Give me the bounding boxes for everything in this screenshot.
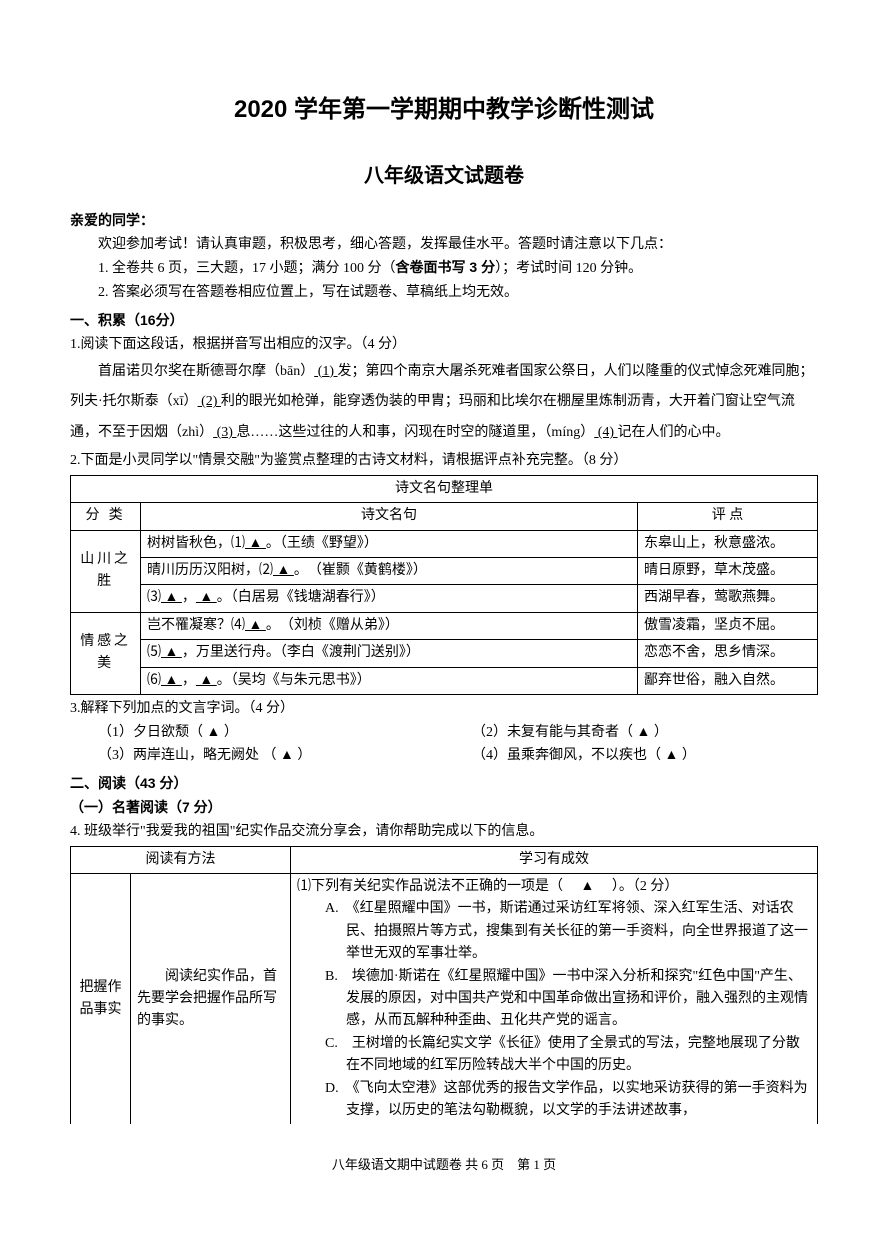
q2-stem: 2.下面是小灵同学以"情景交融"为鉴赏点整理的古诗文材料，请根据评点补充完整。（… — [70, 449, 818, 473]
t2-opt-c: C. 王树增的长篇纪实文学《长征》使用了全景式的写法，完整地展现了分散在不同地域… — [318, 1033, 811, 1078]
section-1-header: 一、积累（16分） — [70, 309, 818, 333]
r2-comment: 晴日原野，草木茂盛。 — [638, 557, 818, 584]
q3-2: （2）未复有能与其奇者（ ▲ ） — [444, 721, 818, 745]
q1-paragraph: 首届诺贝尔奖在斯德哥尔摩（bān） (1) 发；第四个南京大屠杀死难者国家公祭日… — [70, 357, 818, 449]
r4b: 。 （刘桢《赠从弟》） — [266, 618, 399, 633]
r2-blank: ▲ — [273, 563, 294, 578]
q3-row1: （1）夕日欲颓（ ▲ ） （2）未复有能与其奇者（ ▲ ） — [70, 721, 818, 745]
q1-blank-4: (4) — [594, 425, 617, 440]
greeting-line: 欢迎参加考试！请认真审题，积极思考，细心答题，发挥最佳水平。答题时请注意以下几点… — [70, 233, 818, 257]
t2-method: 把握作品事实 — [71, 874, 131, 1125]
table1-h3: 评 点 — [638, 503, 818, 530]
r2b: 。 （崔颢《黄鹤楼》） — [294, 563, 427, 578]
r4-blank: ▲ — [245, 618, 266, 633]
r5-blank: ▲ — [161, 645, 182, 660]
t2-h1: 阅读有方法 — [71, 846, 291, 873]
q1-text-d: 息……这些过往的人和事，闪现在时空的隧道里，（míng） — [236, 425, 594, 440]
r4a: 岂不罹凝寒？⑷ — [147, 618, 245, 633]
r1b: 。（王绩《野望》） — [266, 536, 378, 551]
q4-stem: 4. 班级举行"我爱我的祖国"纪实作品交流分享会，请你帮助完成以下的信息。 — [70, 820, 818, 844]
table1-row4-poem: 岂不罹凝寒？⑷ ▲ 。 （刘桢《赠从弟》） — [141, 612, 638, 639]
note-1: 1. 全卷共 6 页，三大题，17 小题；满分 100 分（含卷面书写 3 分）… — [70, 256, 818, 281]
table1-row1-poem: 树树皆秋色，⑴ ▲ 。（王绩《野望》） — [141, 530, 638, 557]
q1-text-e: 记在人们的心中。 — [618, 425, 730, 440]
section-2-sub: （一）名著阅读（7 分） — [70, 796, 818, 820]
r5a: ⑸ — [147, 645, 161, 660]
r6b: ， — [182, 673, 196, 688]
r3-blank1: ▲ — [161, 590, 182, 605]
t2-opt-a: A. 《红星照耀中国》一书，斯诺通过采访红军将领、深入红军生活、对话农民、拍摄照… — [318, 898, 811, 965]
r6c: 。（吴均《与朱元思书》） — [217, 673, 371, 688]
q3-stem: 3.解释下列加点的文言字词。（4 分） — [70, 697, 818, 721]
q1-stem: 1.阅读下面这段话，根据拼音写出相应的汉字。（4 分） — [70, 333, 818, 357]
r5-comment: 恋恋不舍，思乡情深。 — [638, 640, 818, 667]
note-2: 2. 答案必须写在答题卷相应位置上，写在试题卷、草稿纸上均无效。 — [70, 281, 818, 305]
t2-question: ⑴下列有关纪实作品说法不正确的一项是（ ▲ ）。（2 分） — [297, 876, 811, 898]
page-title: 2020 学年第一学期期中教学诊断性测试 — [70, 90, 818, 131]
q1-blank-3: (3) — [213, 425, 236, 440]
t2-opt-d: D. 《飞向太空港》这部优秀的报告文学作品，以实地采访获得的第一手资料为支撑，以… — [318, 1078, 811, 1123]
q1-blank-2: (2) — [198, 394, 221, 409]
t2-opt-b: B. 埃德加·斯诺在《红星照耀中国》一书中深入分析和探究"红色中国"产生、发展的… — [318, 966, 811, 1033]
r1-comment: 东皋山上，秋意盛浓。 — [638, 530, 818, 557]
t2-desc: 阅读纪实作品，首先要学会把握作品所写的事实。 — [131, 874, 291, 1125]
r5b: ，万里送行舟。（李白《渡荆门送别》） — [182, 645, 420, 660]
note1-bold: 含卷面书写 3 分 — [396, 259, 496, 275]
section-2-header: 二、阅读（43 分） — [70, 772, 818, 796]
t2-h2: 学习有成效 — [291, 846, 818, 873]
table1-caption: 诗文名句整理单 — [71, 475, 818, 502]
table1-h2: 诗文名句 — [141, 503, 638, 530]
r1a: 树树皆秋色，⑴ — [147, 536, 245, 551]
r6-blank2: ▲ — [196, 673, 217, 688]
r3-comment: 西湖早春，莺歌燕舞。 — [638, 585, 818, 612]
r3c: 。（白居易《钱塘湖春行》） — [217, 590, 385, 605]
table1-cat1: 山川之胜 — [71, 530, 141, 612]
reading-table: 阅读有方法 学习有成效 把握作品事实 阅读纪实作品，首先要学会把握作品所写的事实… — [70, 846, 818, 1125]
table1-row6-poem: ⑹ ▲ ， ▲ 。（吴均《与朱元思书》） — [141, 667, 638, 694]
r3-blank2: ▲ — [196, 590, 217, 605]
q3-4: （4）虽乘奔御风，不以疾也（ ▲ ） — [444, 744, 818, 768]
r6-blank1: ▲ — [161, 673, 182, 688]
note1-prefix: 1. 全卷共 6 页，三大题，17 小题；满分 100 分（ — [98, 261, 396, 276]
r2a: 晴川历历汉阳树，⑵ — [147, 563, 273, 578]
poetry-table: 诗文名句整理单 分 类 诗文名句 评 点 山川之胜 树树皆秋色，⑴ ▲ 。（王绩… — [70, 475, 818, 695]
r6a: ⑹ — [147, 673, 161, 688]
r6-comment: 鄙弃世俗，融入自然。 — [638, 667, 818, 694]
note1-suffix: ）；考试时间 120 分钟。 — [495, 261, 642, 276]
table1-row3-poem: ⑶ ▲ ， ▲ 。（白居易《钱塘湖春行》） — [141, 585, 638, 612]
r3b: ， — [182, 590, 196, 605]
q3-1: （1）夕日欲颓（ ▲ ） — [70, 721, 444, 745]
r3a: ⑶ — [147, 590, 161, 605]
q3-row2: （3）两岸连山，略无阙处 （ ▲ ） （4）虽乘奔御风，不以疾也（ ▲ ） — [70, 744, 818, 768]
page-footer: 八年级语文期中试题卷 共 6 页 第 1 页 — [70, 1154, 818, 1176]
table1-h1: 分 类 — [71, 503, 141, 530]
r1-blank: ▲ — [245, 536, 266, 551]
page-subtitle: 八年级语文试题卷 — [70, 159, 818, 193]
greeting-header: 亲爱的同学： — [70, 209, 818, 233]
table1-row2-poem: 晴川历历汉阳树，⑵ ▲ 。 （崔颢《黄鹤楼》） — [141, 557, 638, 584]
r4-comment: 傲雪凌霜，坚贞不屈。 — [638, 612, 818, 639]
t2-content: ⑴下列有关纪实作品说法不正确的一项是（ ▲ ）。（2 分） A. 《红星照耀中国… — [291, 874, 818, 1125]
q1-blank-1: (1) — [314, 364, 337, 379]
table1-cat2: 情感之美 — [71, 612, 141, 694]
table1-row5-poem: ⑸ ▲ ，万里送行舟。（李白《渡荆门送别》） — [141, 640, 638, 667]
q1-text-a: 首届诺贝尔奖在斯德哥尔摩（bān） — [98, 364, 314, 379]
q3-3: （3）两岸连山，略无阙处 （ ▲ ） — [70, 744, 444, 768]
